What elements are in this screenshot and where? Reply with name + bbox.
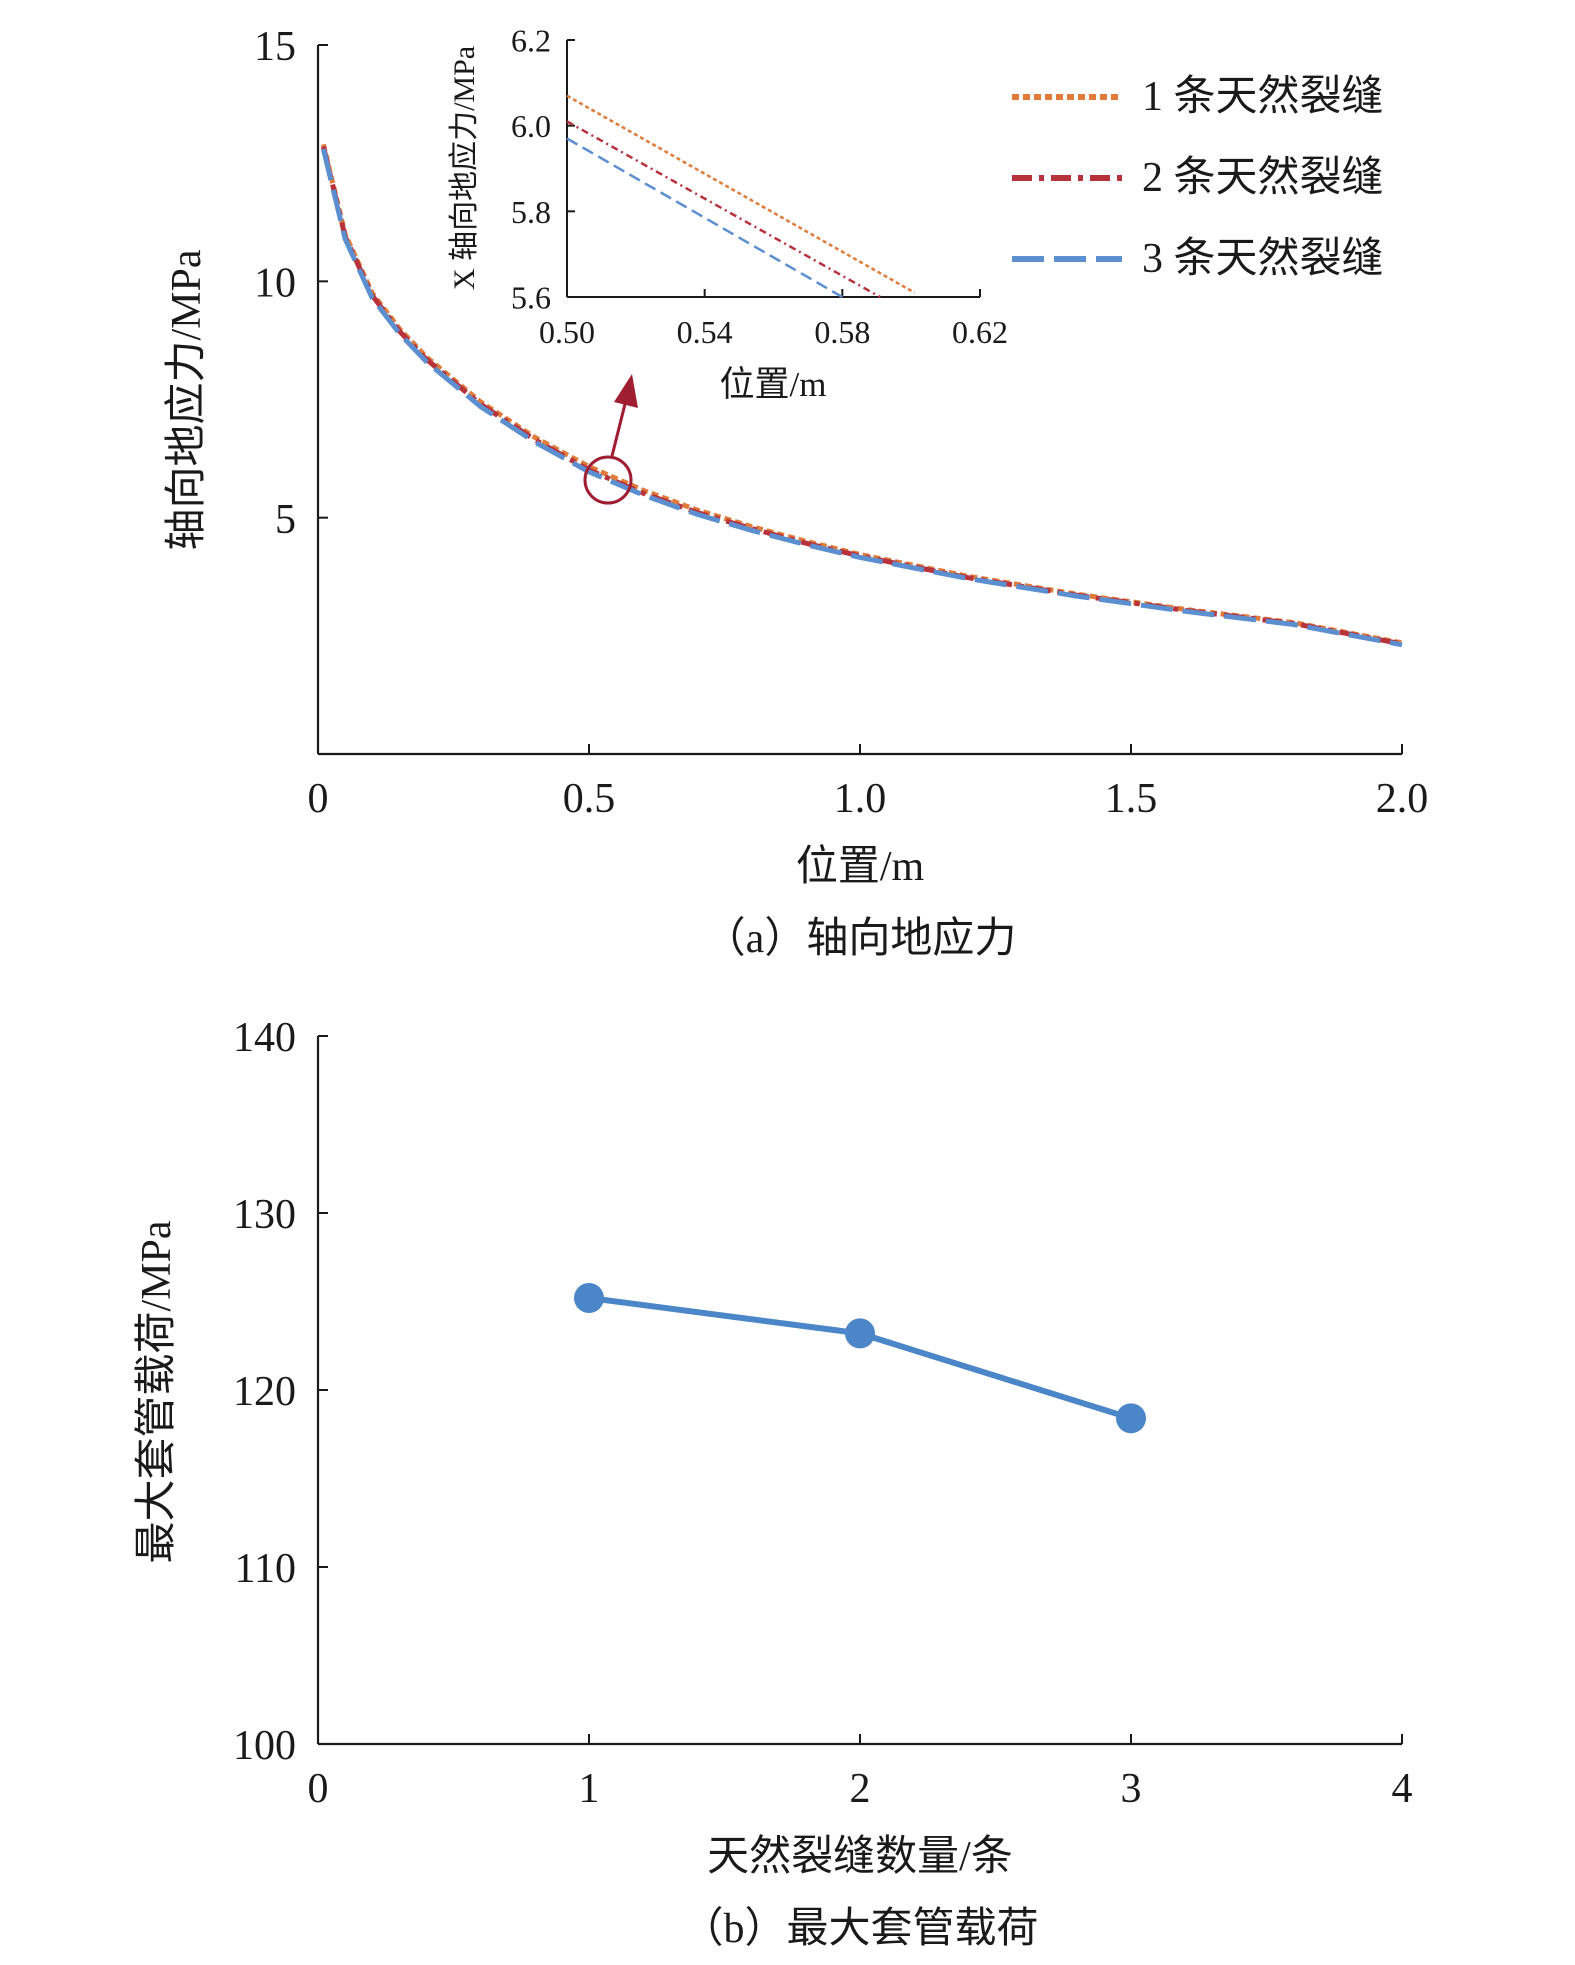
chart-a-x-tick-label: 1.0	[834, 776, 887, 822]
zoom-circle-marker	[583, 455, 633, 505]
zoom-arrow	[610, 374, 638, 457]
chart-b-y-tick-label: 100	[233, 1723, 296, 1769]
chart-a-y-ticks: 5 10 15	[254, 24, 328, 543]
chart-b: 100 110 120 130 140 0 1 2 3 4 天然裂缝数量/条 最大套管载荷/MP…	[134, 1015, 1413, 1952]
legend-item-2: 2 条天然裂缝	[1012, 154, 1384, 201]
chart-b-y-tick-label: 140	[233, 1015, 296, 1061]
inset-series-3-line	[566, 137, 843, 299]
inset-axes	[566, 40, 980, 298]
chart-a-x-tick-label: 0	[308, 776, 329, 822]
chart-b-x-tick-label: 1	[579, 1766, 600, 1812]
legend-label-1: 1 条天然裂缝	[1142, 73, 1384, 120]
chart-a-x-ticks: 0 0.5 1.0 1.5 2.0	[308, 744, 1429, 822]
chart-a-y-tick-label: 10	[254, 260, 296, 306]
inset-chart: 5.6 5.8 6.0 6.2 0.50 0.54 0.58 0.62 位置/m X 轴向地…	[448, 23, 1008, 404]
chart-a-series-layer	[320, 143, 1403, 648]
inset-x-tick-label: 0.50	[539, 314, 595, 350]
chart-a-caption: （a）轴向地应力	[704, 915, 1017, 962]
chart-a-x-tick-label: 0.5	[563, 776, 616, 822]
chart-b-point-3	[1116, 1403, 1146, 1434]
chart-b-point-2	[845, 1318, 875, 1349]
chart-a-y-tick-label: 15	[254, 24, 296, 70]
chart-b-x-axis-title: 天然裂缝数量/条	[707, 1833, 1013, 1880]
inset-x-tick-label: 0.62	[952, 314, 1008, 350]
chart-a-series-1-line	[320, 143, 1403, 646]
inset-series-2-line	[566, 120, 881, 299]
chart-b-point-1	[574, 1282, 604, 1313]
chart-b-y-tick-label: 120	[233, 1369, 296, 1415]
chart-b-y-axis-title: 最大套管载荷/MPa	[134, 1220, 180, 1563]
legend-label-3: 3 条天然裂缝	[1142, 235, 1384, 282]
inset-y-ticks: 5.6 5.8 6.0 6.2	[511, 23, 575, 316]
inset-y-tick-label: 6.2	[511, 23, 551, 59]
inset-y-tick-label: 5.6	[511, 280, 551, 316]
chart-b-series-line	[588, 1295, 1132, 1422]
chart-a-series-3-line	[320, 148, 1403, 648]
chart-a-y-tick-label: 5	[275, 497, 296, 543]
inset-x-ticks: 0.50 0.54 0.58 0.62	[539, 289, 1008, 350]
chart-b-y-ticks: 100 110 120 130 140	[233, 1015, 328, 1769]
legend-item-3: 3 条天然裂缝	[1012, 235, 1384, 282]
chart-b-y-tick-label: 110	[235, 1546, 296, 1592]
legend: 1 条天然裂缝 2 条天然裂缝 3 条天然裂缝	[1012, 73, 1384, 282]
chart-a-y-axis-title: 轴向地应力/MPa	[163, 249, 210, 550]
inset-x-tick-label: 0.58	[814, 314, 870, 350]
inset-y-tick-label: 6.0	[511, 108, 551, 144]
chart-a-x-tick-label: 2.0	[1376, 776, 1429, 822]
inset-y-tick-label: 5.8	[511, 194, 551, 230]
inset-series-layer	[566, 94, 916, 299]
chart-b-y-tick-label: 130	[233, 1192, 296, 1238]
chart-b-series-layer	[574, 1282, 1146, 1434]
chart-a: 5 10 15 0 0.5 1.0 1.5 2.0 位置/m 轴向地应力/MPa （a）轴向…	[163, 24, 1428, 962]
legend-item-1: 1 条天然裂缝	[1012, 73, 1384, 120]
chart-b-x-ticks: 0 1 2 3 4	[308, 1734, 1413, 1812]
inset-series-1-line	[566, 94, 916, 294]
inset-y-axis-title: X 轴向地应力/MPa	[448, 46, 481, 290]
chart-b-caption: （b）最大套管载荷	[681, 1906, 1038, 1952]
chart-a-series-2-line	[320, 146, 1403, 647]
chart-b-x-tick-label: 2	[850, 1766, 871, 1812]
chart-b-x-tick-label: 3	[1121, 1766, 1142, 1812]
chart-a-x-axis-title: 位置/m	[796, 843, 925, 890]
inset-x-axis-title: 位置/m	[720, 365, 827, 404]
chart-b-x-tick-label: 4	[1392, 1766, 1413, 1812]
chart-a-x-tick-label: 1.5	[1105, 776, 1158, 822]
chart-b-axes	[316, 1036, 1402, 1746]
chart-b-x-tick-label: 0	[308, 1766, 329, 1812]
legend-label-2: 2 条天然裂缝	[1142, 154, 1384, 201]
inset-x-tick-label: 0.54	[677, 314, 733, 350]
